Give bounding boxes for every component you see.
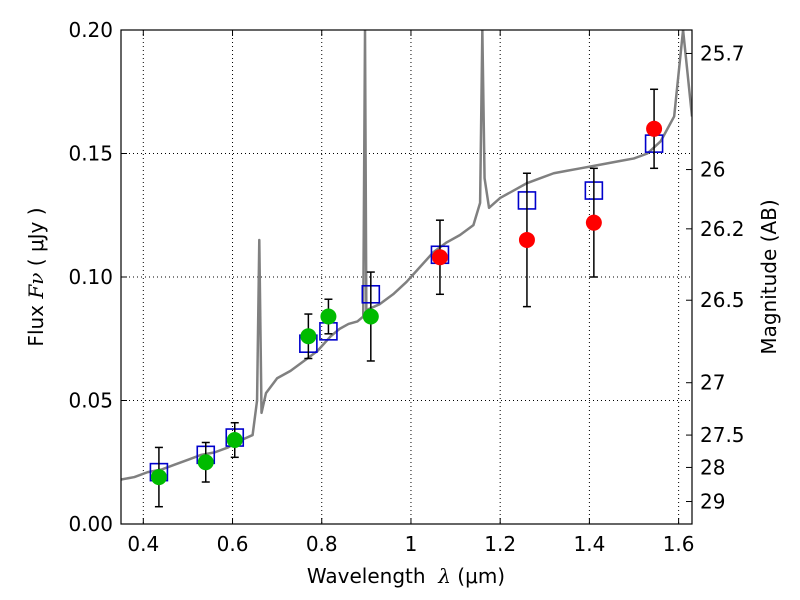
y-tick-label: 0.15 bbox=[68, 142, 113, 166]
x-tick-label: 0.4 bbox=[127, 532, 159, 556]
optical-point bbox=[150, 469, 167, 486]
x-tick-label: 0.6 bbox=[217, 532, 249, 556]
optical-point bbox=[197, 454, 214, 471]
optical-point bbox=[320, 308, 337, 325]
right-tick-label: 26.5 bbox=[700, 288, 745, 312]
y-tick-label: 0.00 bbox=[68, 512, 113, 536]
series-layer bbox=[121, 30, 692, 508]
spectrum-line bbox=[121, 30, 692, 481]
grid-layer bbox=[121, 29, 692, 525]
right-tick-label: 27 bbox=[700, 371, 725, 395]
x-tick-label: 1.4 bbox=[573, 532, 605, 556]
plot-frame bbox=[120, 29, 693, 525]
x-tick-label: 1.6 bbox=[663, 532, 695, 556]
right-tick-label: 28 bbox=[700, 455, 725, 479]
right-tick-label: 26.2 bbox=[700, 217, 745, 241]
right-tick-label: 26 bbox=[700, 158, 725, 182]
right-tick-label: 29 bbox=[700, 490, 725, 514]
optical-point bbox=[226, 432, 243, 449]
nir-point bbox=[431, 249, 448, 266]
y-tick-label: 0.05 bbox=[68, 389, 113, 413]
right-axis-title: Magnitude (AB) bbox=[757, 199, 781, 354]
right-tick-label: 27.5 bbox=[700, 423, 745, 447]
tick-layer: 0.4 0.6 0.8 1 1.2 1.4 1.6 0.00 0.05 0.10 0.15 0.20 2… bbox=[68, 18, 744, 556]
nir-point bbox=[585, 214, 602, 231]
y-axis-title: Flux Fν ( μJy ) bbox=[24, 207, 48, 346]
optical-point bbox=[300, 328, 317, 345]
x-tick-label: 1 bbox=[405, 532, 418, 556]
right-tick-label: 25.7 bbox=[700, 41, 745, 65]
y-tick-label: 0.10 bbox=[68, 265, 113, 289]
optical-point bbox=[362, 308, 379, 325]
x-tick-label: 0.8 bbox=[306, 532, 338, 556]
nir-point bbox=[646, 120, 663, 137]
x-axis-title: Wavelength λ (μm) bbox=[307, 564, 505, 588]
nir-point bbox=[518, 231, 535, 248]
y-tick-label: 0.20 bbox=[68, 18, 113, 42]
x-tick-label: 1.2 bbox=[484, 532, 516, 556]
